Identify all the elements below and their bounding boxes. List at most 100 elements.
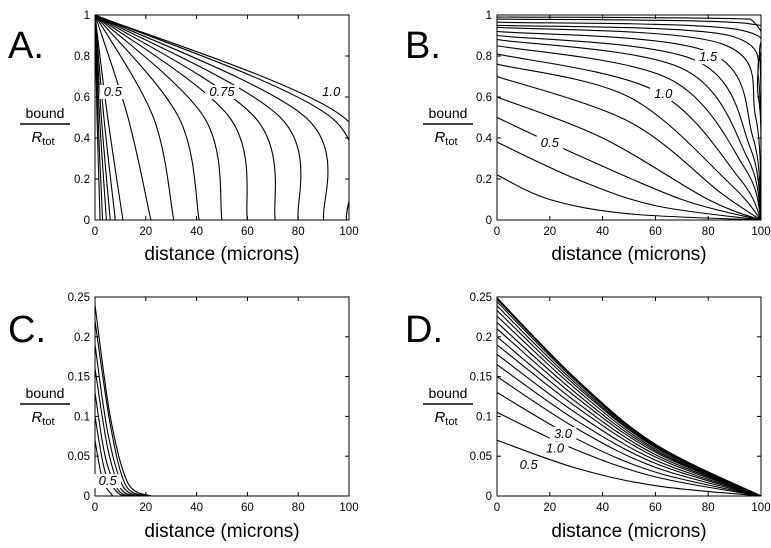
series-line-6 [95, 320, 147, 496]
y-axis-label: bound Rtot [423, 385, 473, 428]
series-line-10 [95, 15, 223, 220]
y-tick-label: 0 [486, 491, 492, 503]
panel-b: B. 0 20 40 60 80 100 0 0.2 0.4 0.6 0.8 1 distance (mi… [405, 10, 771, 265]
series-line-9 [95, 15, 200, 220]
series-line-7 [497, 344, 761, 496]
annotation-bg [94, 474, 121, 489]
series-line-6 [497, 63, 761, 220]
x-tick-label: 100 [751, 502, 770, 514]
y-tick-label: 0.6 [74, 92, 90, 104]
series-line-14 [95, 15, 329, 220]
annotation-bg [99, 84, 127, 99]
annotation-bg [694, 50, 722, 65]
x-tick-label: 0 [92, 226, 98, 238]
contour-label: 1.5 [699, 49, 718, 64]
series-line-4 [497, 376, 761, 496]
x-axis-label: distance (microns) [144, 244, 299, 265]
x-tick-label: 60 [241, 226, 254, 238]
series-line-8 [497, 336, 761, 496]
contour-label: 1.0 [322, 84, 341, 99]
y-label-denominator: Rtot [434, 409, 457, 428]
series-line-1 [497, 439, 761, 496]
series-line-10 [497, 34, 761, 220]
series-line-5 [497, 364, 761, 496]
annotation-bg [205, 84, 239, 99]
panel-letter: C. [8, 309, 46, 351]
y-tick-label: 0.1 [476, 411, 492, 423]
x-tick-label: 20 [139, 502, 152, 514]
x-tick-label: 0 [494, 502, 500, 514]
series-line-10 [497, 322, 761, 496]
series-line-16 [497, 16, 761, 220]
contour-label: 3.0 [554, 426, 573, 441]
series-line-13 [497, 24, 761, 220]
series-line-1 [497, 174, 761, 220]
y-label-denominator: Rtot [31, 129, 54, 148]
x-tick-label: 40 [596, 502, 609, 514]
annotation-bg [549, 427, 577, 442]
x-tick-label: 60 [649, 502, 662, 514]
x-tick-label: 80 [702, 226, 715, 238]
y-axis-label: bound Rtot [20, 385, 70, 428]
contour-label: 1.0 [546, 440, 565, 455]
y-label-numerator: bound [429, 385, 468, 401]
x-tick-label: 0 [494, 226, 500, 238]
series-line-15 [497, 18, 761, 220]
series-group [95, 15, 349, 220]
y-tick-label: 0.2 [476, 174, 492, 186]
x-tick-label: 20 [139, 226, 152, 238]
y-tick-label: 0.2 [476, 332, 492, 344]
y-tick-label: 0.25 [470, 292, 492, 304]
x-tick-label: 80 [292, 502, 305, 514]
y-label-numerator: bound [429, 105, 468, 121]
series-line-4 [95, 15, 111, 220]
y-tick-label: 0.8 [476, 51, 492, 63]
series-line-16 [95, 15, 349, 220]
y-tick-label: 0 [84, 491, 90, 503]
series-line-2 [497, 141, 761, 220]
series-line-4 [95, 368, 136, 496]
annotation-bg [541, 441, 569, 456]
series-line-12 [497, 26, 761, 220]
series-line-11 [497, 315, 761, 496]
y-tick-label: 1 [84, 10, 90, 22]
x-tick-label: 60 [241, 502, 254, 514]
series-line-13 [95, 15, 302, 220]
y-label-numerator: bound [26, 385, 65, 401]
x-tick-label: 80 [292, 226, 305, 238]
x-tick-label: 100 [339, 502, 358, 514]
y-tick-label: 0.6 [476, 92, 492, 104]
panel-d: D. 0 20 40 60 80 100 0 0.05 0.1 0.15 0.2 0.25 distanc… [405, 292, 771, 542]
series-line-15 [95, 15, 349, 220]
contour-label: 0.5 [99, 473, 118, 488]
x-axis-label: distance (microns) [551, 244, 706, 265]
y-tick-label: 0.4 [74, 133, 91, 145]
series-line-7 [497, 53, 761, 220]
series-line-11 [95, 15, 248, 220]
plot-frame [496, 296, 762, 497]
y-tick-label: 0.1 [74, 411, 90, 423]
panel-a: A. 0 20 40 60 80 100 0 0.2 0.4 0.6 0.8 1 distance (mi… [8, 10, 359, 265]
panel-letter: D. [405, 309, 443, 351]
y-tick-label: 0.05 [68, 451, 90, 463]
y-label-numerator: bound [26, 105, 65, 121]
y-tick-label: 0 [486, 215, 492, 227]
plot-frame [94, 14, 350, 221]
series-line-5 [95, 344, 141, 496]
plot-frame [94, 296, 350, 497]
series-line-7 [95, 304, 152, 496]
x-tick-label: 40 [190, 502, 203, 514]
y-tick-label: 0.2 [74, 174, 90, 186]
annotation-bg [515, 458, 542, 473]
series-line-3 [497, 117, 761, 220]
y-tick-label: 1 [486, 10, 492, 22]
panel-letter: A. [8, 25, 44, 67]
x-tick-label: 60 [649, 226, 662, 238]
x-tick-label: 20 [543, 502, 556, 514]
y-axis-label: bound Rtot [20, 105, 70, 148]
x-tick-label: 0 [92, 502, 98, 514]
series-line-2 [497, 411, 761, 496]
series-group [497, 16, 761, 220]
series-line-14 [497, 21, 761, 220]
